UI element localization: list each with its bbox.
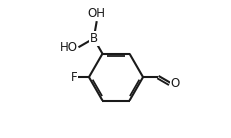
Text: B: B xyxy=(89,32,97,45)
Text: F: F xyxy=(70,71,77,84)
Text: HO: HO xyxy=(60,41,77,54)
Text: O: O xyxy=(170,77,179,90)
Text: OH: OH xyxy=(87,7,105,20)
